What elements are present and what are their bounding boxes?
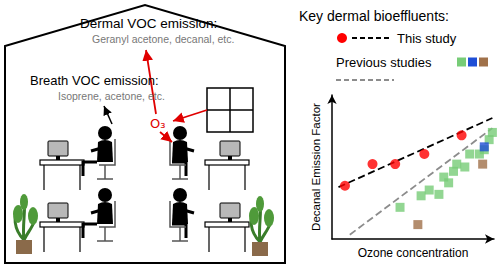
svg-text:This study: This study bbox=[397, 31, 457, 46]
svg-text:Geranyl acetone, decanal, etc.: Geranyl acetone, decanal, etc. bbox=[92, 33, 234, 45]
svg-text:Decanal Emission Factor: Decanal Emission Factor bbox=[310, 103, 322, 231]
svg-text:Dermal VOC emission:: Dermal VOC emission: bbox=[80, 16, 217, 31]
svg-text:O₃: O₃ bbox=[150, 116, 165, 131]
svg-text:Previous studies: Previous studies bbox=[336, 55, 432, 70]
svg-text:Ozone concentration: Ozone concentration bbox=[358, 246, 469, 260]
svg-text:Key dermal bioeffluents:: Key dermal bioeffluents: bbox=[299, 8, 449, 24]
svg-text:Isoprene, acetone, etc.: Isoprene, acetone, etc. bbox=[58, 90, 165, 102]
svg-text:Breath VOC emission:: Breath VOC emission: bbox=[30, 73, 159, 88]
